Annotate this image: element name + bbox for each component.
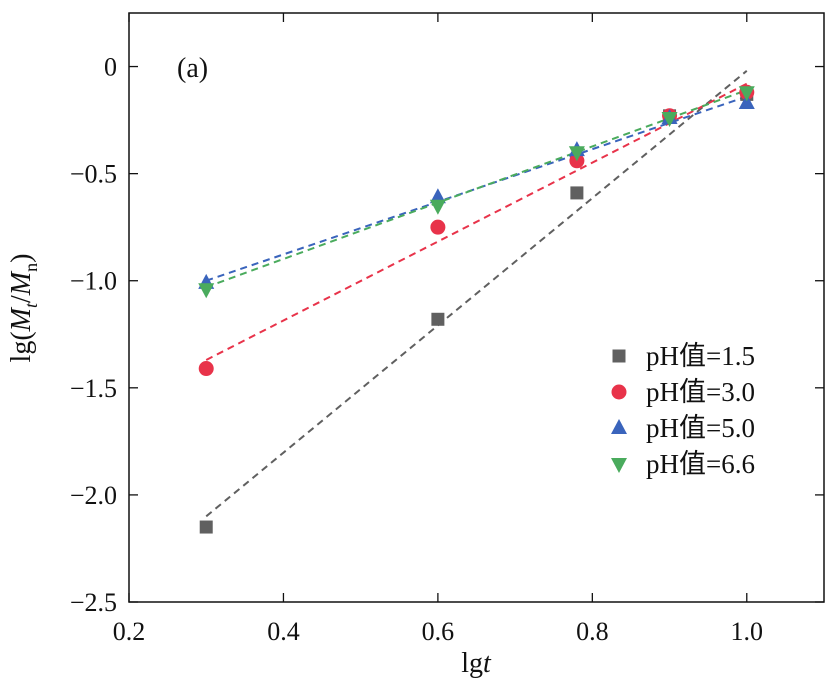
data-point bbox=[429, 188, 446, 204]
data-point bbox=[199, 520, 213, 534]
legend-marker bbox=[612, 349, 626, 363]
data-point bbox=[198, 283, 215, 299]
x-tick-label: 1.0 bbox=[731, 617, 764, 646]
legend-label: pH值=1.5 bbox=[646, 341, 755, 371]
legend-label: pH值=5.0 bbox=[646, 413, 755, 443]
legend: pH值=1.5 pH值=3.0 pH值=5.0 pH值=6.6 bbox=[611, 341, 755, 479]
data-point bbox=[661, 111, 678, 127]
y-tick-label: −1.5 bbox=[70, 374, 117, 403]
data-point bbox=[198, 361, 214, 377]
x-tick-label: 0.6 bbox=[422, 617, 455, 646]
y-tick-label: −2.5 bbox=[70, 588, 117, 617]
legend-label: pH值=3.0 bbox=[646, 377, 755, 407]
data-point bbox=[568, 146, 585, 162]
fit-lines bbox=[205, 70, 748, 518]
y-axis-title: lg(Mt/Mn) bbox=[6, 254, 41, 363]
data-point bbox=[429, 199, 446, 215]
y-tick-label: −0.5 bbox=[70, 160, 117, 189]
legend-marker bbox=[611, 419, 627, 434]
legend-label: pH值=6.6 bbox=[646, 449, 755, 479]
data-point bbox=[431, 312, 445, 326]
fit-line bbox=[205, 70, 748, 518]
x-tick-label: 0.2 bbox=[113, 617, 146, 646]
legend-marker bbox=[611, 458, 627, 473]
x-axis-title: lgt bbox=[461, 648, 492, 679]
legend-marker bbox=[611, 384, 627, 400]
data-point bbox=[570, 186, 584, 200]
x-tick-label: 0.4 bbox=[267, 617, 300, 646]
axis-ticks: 0.2 0.4 0.6 0.8 1.0 0 −0.5 −1.0 −1.5 −2.0 −2.5 bbox=[70, 13, 824, 646]
y-tick-label: −2.0 bbox=[70, 481, 117, 510]
x-tick-label: 0.8 bbox=[576, 617, 609, 646]
fit-line bbox=[205, 82, 748, 361]
plot-frame bbox=[128, 12, 825, 603]
data-points bbox=[198, 84, 755, 534]
panel-label: (a) bbox=[177, 53, 208, 84]
fit-line bbox=[205, 95, 748, 282]
data-point bbox=[738, 93, 755, 109]
y-tick-label: 0 bbox=[104, 53, 117, 82]
y-tick-label: −1.0 bbox=[70, 267, 117, 296]
data-point bbox=[738, 86, 755, 102]
data-point bbox=[430, 219, 446, 235]
